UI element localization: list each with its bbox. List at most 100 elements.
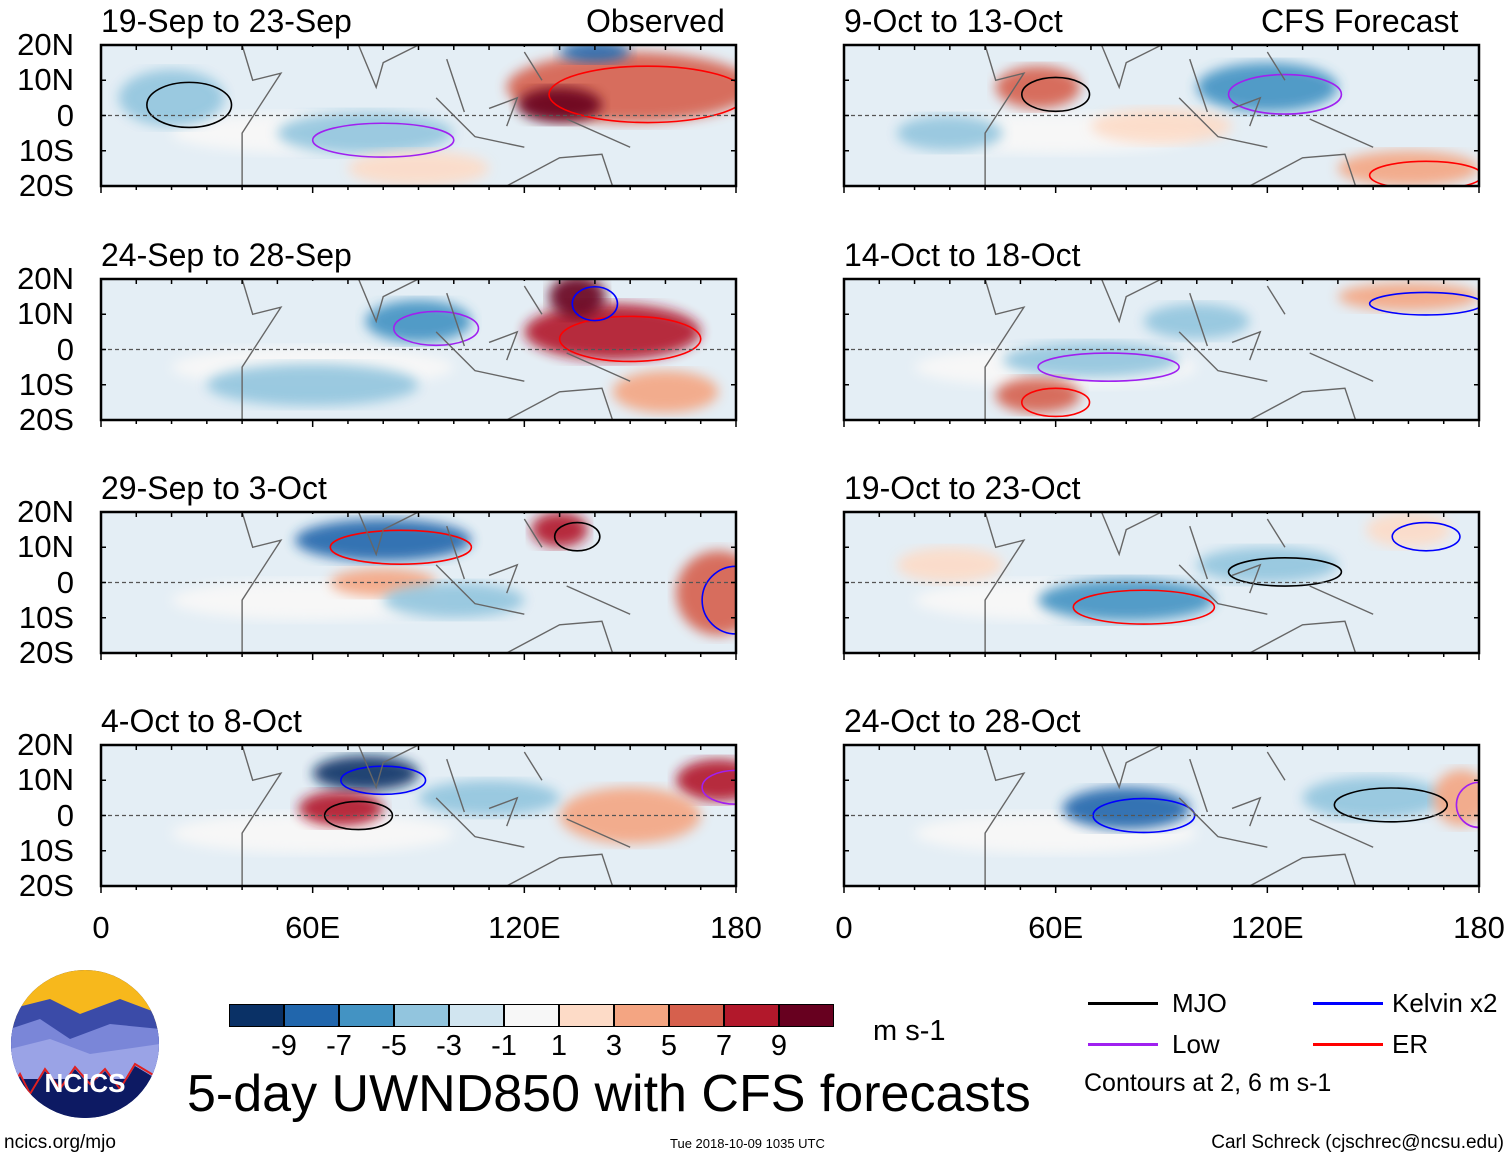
lon-label: 120E xyxy=(488,910,561,945)
legend-swatch-kelvin xyxy=(1313,1002,1383,1005)
map-panel xyxy=(99,743,738,893)
wind-anomaly-area xyxy=(1337,150,1479,186)
wind-anomaly-area xyxy=(1062,787,1190,830)
wind-anomaly-area xyxy=(1302,776,1444,820)
lon-label: 180 xyxy=(1453,910,1505,945)
legend-label-mjo: MJO xyxy=(1172,988,1227,1018)
colorbar-swatch xyxy=(394,1004,449,1027)
ncics-logo: NCICS xyxy=(11,970,159,1118)
colorbar-swatch xyxy=(614,1004,669,1027)
lat-label: 10S xyxy=(18,832,74,868)
legend-label-kelvin: Kelvin x2 xyxy=(1392,988,1498,1018)
wind-anomaly-area xyxy=(995,377,1081,413)
lat-label: 10N xyxy=(17,296,74,332)
wind-anomaly-area xyxy=(206,363,419,406)
colorbar-label: 9 xyxy=(770,1030,788,1062)
wind-anomaly-area xyxy=(1038,578,1215,622)
wave-contour xyxy=(1368,291,1479,316)
panel-tag: Observed xyxy=(586,3,725,39)
footer-author: Carl Schreck (cjschrec@ncsu.edu) xyxy=(1211,1132,1504,1153)
colorbar-label: 3 xyxy=(605,1030,623,1062)
coastlines xyxy=(241,45,631,186)
colorbar-swatch xyxy=(504,1004,559,1027)
logo-text: NCICS xyxy=(45,1068,126,1098)
lat-label: 0 xyxy=(56,797,74,833)
lat-label: 20N xyxy=(17,727,74,762)
lon-label: 60E xyxy=(285,910,341,945)
wind-anomaly-area xyxy=(1337,282,1479,311)
wind-anomaly-area xyxy=(118,69,225,127)
lat-label: 20S xyxy=(18,635,74,670)
panel-title: 9-Oct to 13-Oct xyxy=(844,3,1063,39)
wave-contour xyxy=(311,122,455,158)
colorbar-label: 7 xyxy=(715,1030,733,1062)
wind-anomaly-area xyxy=(995,66,1081,109)
legend-swatch-low xyxy=(1088,1043,1158,1046)
panel-title: 29-Sep to 3-Oct xyxy=(101,470,327,506)
wind-anomaly-area xyxy=(295,519,472,562)
colorbar-swatch xyxy=(724,1004,779,1027)
wave-contour xyxy=(1368,160,1479,186)
wind-anomaly-area xyxy=(517,87,602,123)
wind-anomaly-area xyxy=(559,45,631,63)
panel-title: 14-Oct to 18-Oct xyxy=(844,237,1081,273)
colorbar-label: -9 xyxy=(271,1030,297,1062)
lat-label: 20N xyxy=(17,27,74,62)
wind-anomaly-area xyxy=(612,370,719,413)
lat-label: 10N xyxy=(17,529,74,565)
wind-anomaly-area xyxy=(531,512,588,548)
colorbar-units: m s-1 xyxy=(873,1015,946,1047)
wind-anomaly-area xyxy=(1002,342,1180,378)
lat-label: 20N xyxy=(17,261,74,296)
lat-label: 10N xyxy=(17,62,74,98)
colorbar-swatch xyxy=(779,1004,834,1027)
wave-contour xyxy=(146,81,233,129)
wind-anomaly-area xyxy=(383,582,525,618)
lon-label: 0 xyxy=(92,910,110,945)
wind-anomaly-area xyxy=(418,780,560,816)
wave-contour xyxy=(1227,557,1343,587)
footer-url[interactable]: ncics.org/mjo xyxy=(4,1132,116,1153)
lat-label: 0 xyxy=(56,97,74,133)
wind-anomaly-area xyxy=(312,755,419,791)
wave-contour xyxy=(1391,521,1461,552)
map-panel xyxy=(99,277,738,427)
legend-label-er: ER xyxy=(1392,1029,1429,1059)
map-panel xyxy=(842,43,1481,193)
colorbar-label: -3 xyxy=(436,1030,462,1062)
wind-anomaly-area xyxy=(1366,512,1451,548)
wave-contour xyxy=(1333,787,1449,823)
colorbar-label: -7 xyxy=(326,1030,352,1062)
coastlines xyxy=(241,512,631,653)
wind-anomaly-area xyxy=(1433,769,1479,827)
lon-label: 180 xyxy=(710,910,762,945)
map-panel xyxy=(842,510,1481,660)
lat-label: 20N xyxy=(17,494,74,529)
wave-contour xyxy=(1021,76,1091,113)
map-panel xyxy=(99,43,738,193)
wave-contour xyxy=(701,769,736,806)
wave-contour xyxy=(1227,73,1343,115)
wave-contour xyxy=(323,800,394,831)
lat-label: 10S xyxy=(18,132,74,168)
wave-contour xyxy=(701,565,736,635)
wave-contour xyxy=(553,521,601,552)
colorbar-swatch xyxy=(229,1004,284,1027)
wind-anomaly-area xyxy=(365,300,472,343)
figure-title: 5-day UWND850 with CFS forecasts xyxy=(187,1065,1031,1123)
wind-anomaly-area xyxy=(524,303,701,361)
coastlines xyxy=(984,745,1374,886)
panel-title: 4-Oct to 8-Oct xyxy=(101,703,302,739)
lat-label: 20S xyxy=(18,168,74,203)
colorbar-swatch xyxy=(669,1004,724,1027)
coastlines xyxy=(241,745,631,886)
colorbar-label: -1 xyxy=(491,1030,517,1062)
map-panel xyxy=(842,743,1481,893)
coastlines xyxy=(984,512,1374,653)
wind-anomaly-area xyxy=(277,111,454,155)
legend-swatch-mjo xyxy=(1088,1002,1158,1005)
lon-label: 60E xyxy=(1028,910,1084,945)
lat-label: 0 xyxy=(56,331,74,367)
lon-label: 120E xyxy=(1231,910,1304,945)
